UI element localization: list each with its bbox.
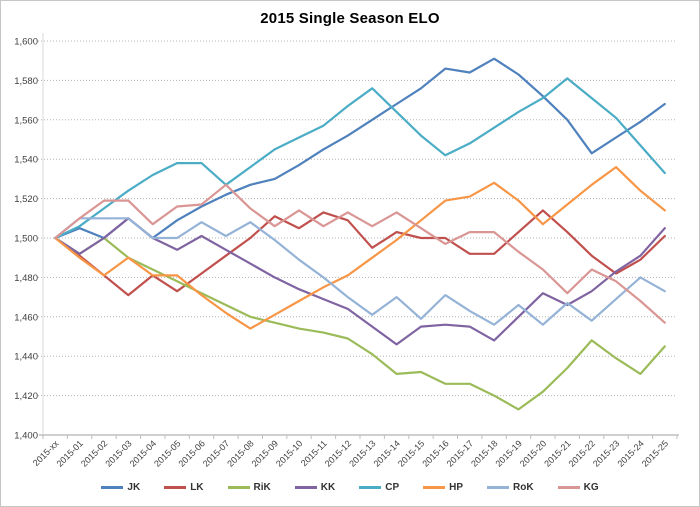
y-axis-tick-label: 1,460: [14, 312, 38, 323]
x-axis-tick-label: 2015-25: [640, 438, 670, 468]
legend-item-HP: HP: [423, 482, 463, 493]
y-axis-tick-label: 1,440: [14, 352, 38, 363]
legend-swatch-KG: [557, 486, 580, 489]
series-line-KK: [54, 217, 666, 346]
legend-swatch-RiK: [227, 486, 250, 489]
y-axis-tick-label: 1,560: [14, 115, 38, 126]
chart-title: 2015 Single Season ELO: [260, 10, 440, 27]
legend-swatch-JK: [101, 486, 124, 489]
series-line-RiK: [54, 236, 666, 411]
series-line-LK: [54, 209, 666, 297]
y-axis-tick-label: 1,480: [14, 273, 38, 284]
legend-label: KK: [320, 482, 336, 493]
legend-swatch-LK: [164, 486, 187, 489]
y-axis-tick-label: 1,580: [14, 76, 38, 87]
legend-label: CP: [385, 482, 400, 493]
y-axis-tick-label: 1,520: [14, 194, 38, 205]
legend-label: HP: [449, 482, 464, 493]
legend-swatch-CP: [359, 486, 382, 489]
legend-swatch-HP: [423, 486, 446, 489]
legend-item-RoK: RoK: [487, 482, 534, 493]
legend-item-RiK: RiK: [227, 482, 271, 493]
legend-label: KG: [583, 482, 599, 493]
y-axis-tick-label: 1,420: [14, 391, 38, 402]
legend-item-KG: KG: [557, 482, 599, 493]
series-line-JK: [54, 57, 666, 240]
y-axis-tick-label: 1,500: [14, 234, 38, 245]
legend-item-JK: JK: [101, 482, 140, 493]
legend-item-CP: CP: [359, 482, 399, 493]
legend-label: LK: [190, 482, 204, 493]
legend-swatch-KK: [294, 486, 317, 489]
legend-label: RoK: [513, 482, 534, 493]
y-axis-tick-label: 1,600: [14, 37, 38, 48]
legend-swatch-RoK: [487, 486, 510, 489]
series-line-HP: [54, 166, 666, 330]
y-axis-tick-label: 1,400: [14, 431, 38, 442]
series-line-KG: [54, 183, 666, 324]
legend-label: JK: [127, 482, 141, 493]
series-line-RoK: [54, 217, 666, 326]
legend-item-LK: LK: [164, 482, 204, 493]
y-axis-tick-label: 1,540: [14, 155, 38, 166]
legend-label: RiK: [253, 482, 271, 493]
chart-legend: JK LK RiK KK CP HP RoK KG: [1, 482, 699, 493]
x-axis-tick-label: 2015-10: [274, 438, 304, 468]
series-line-CP: [54, 77, 666, 240]
legend-item-KK: KK: [294, 482, 336, 493]
